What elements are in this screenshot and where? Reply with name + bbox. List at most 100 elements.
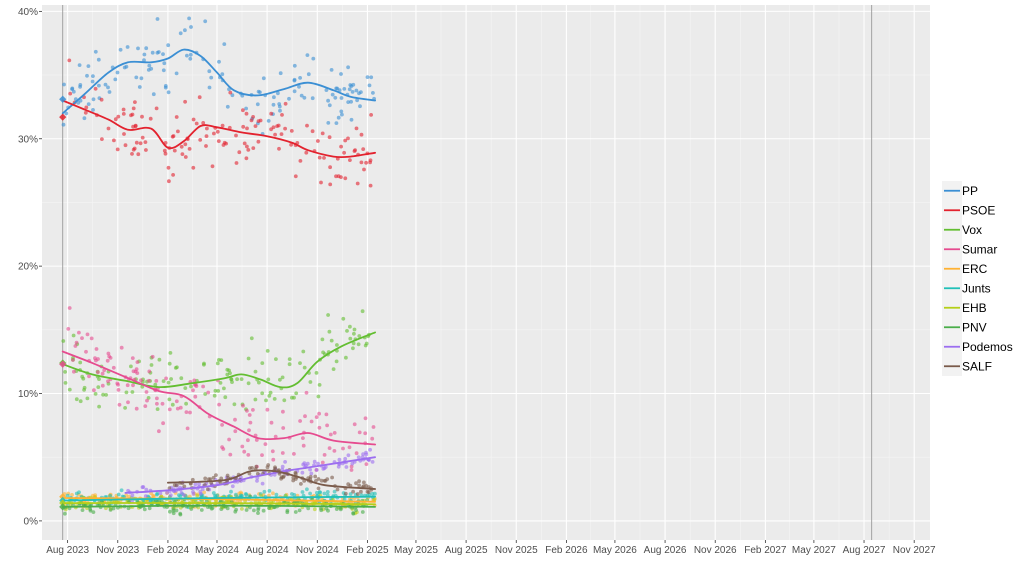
poll-point-pp: [339, 109, 344, 114]
poll-point-ehb: [200, 499, 205, 503]
x-tick-label: May 2026: [593, 545, 637, 556]
poll-point-vox: [232, 402, 237, 407]
poll-point-sumar: [251, 408, 255, 412]
election-results-layer: [59, 95, 67, 511]
poll-point-pp: [302, 95, 307, 100]
poll-point-sumar: [273, 434, 278, 439]
poll-point-pnv: [199, 508, 204, 512]
poll-point-pp: [146, 68, 151, 72]
poll-point-podemos: [370, 460, 375, 464]
poll-point-psoe: [176, 129, 180, 134]
poll-point-vox: [246, 381, 251, 386]
poll-point-vox: [96, 385, 101, 389]
poll-point-junts: [305, 487, 309, 492]
poll-point-podemos: [158, 491, 163, 496]
poll-point-pnv: [324, 506, 329, 511]
poll-point-psoe: [83, 110, 88, 115]
poll-point-salf: [293, 470, 298, 475]
poll-point-erc: [152, 494, 156, 499]
poll-point-sumar: [161, 421, 166, 426]
poll-point-psoe: [316, 139, 320, 143]
poll-point-pnv: [189, 507, 194, 511]
poll-point-vox: [308, 380, 313, 384]
poll-point-psoe: [93, 86, 98, 91]
poll-point-pp: [113, 77, 118, 82]
poll-point-sumar: [145, 398, 149, 403]
poll-point-psoe: [140, 135, 145, 140]
poll-point-vox: [85, 396, 90, 401]
poll-point-pp: [326, 98, 330, 103]
poll-point-psoe: [352, 149, 357, 154]
poll-point-sumar: [271, 457, 276, 462]
poll-point-psoe: [289, 142, 293, 147]
poll-point-pp: [142, 52, 147, 57]
trend-line-ehb: [61, 502, 376, 506]
poll-point-psoe: [228, 90, 233, 95]
poll-point-pp: [203, 19, 208, 24]
poll-point-salf: [325, 477, 330, 481]
poll-point-podemos: [305, 461, 310, 466]
poll-point-vox: [63, 381, 68, 385]
poll-point-psoe: [197, 95, 202, 100]
poll-point-pp: [70, 87, 74, 91]
trend-line-podemos: [124, 456, 376, 494]
poll-point-sumar: [260, 453, 264, 457]
poll-point-pp: [61, 122, 66, 127]
poll-point-psoe: [204, 134, 209, 139]
poll-point-pp: [174, 71, 179, 76]
poll-point-pp: [230, 93, 235, 98]
poll-point-pp: [124, 64, 129, 69]
poll-point-vox: [345, 329, 349, 333]
poll-point-pnv: [293, 510, 298, 514]
poll-point-sumar: [281, 409, 285, 414]
poll-point-sumar: [71, 358, 75, 362]
poll-point-sumar: [327, 446, 332, 450]
poll-point-vox: [287, 362, 292, 367]
poll-point-sumar: [247, 428, 251, 433]
poll-point-psoe: [166, 165, 171, 170]
poll-point-psoe: [204, 144, 208, 148]
poll-point-vox: [235, 377, 240, 382]
poll-point-sumar: [150, 354, 155, 359]
trend-line-sumar: [61, 350, 376, 446]
poll-point-psoe: [280, 113, 284, 117]
poll-point-podemos: [336, 464, 341, 469]
poll-point-sumar: [77, 330, 81, 335]
trend-lines-layer: [61, 48, 376, 508]
poll-point-pp: [369, 75, 374, 80]
poll-point-vox: [124, 390, 129, 395]
poll-point-pnv: [297, 508, 302, 513]
poll-point-pp: [155, 17, 160, 21]
poll-point-sumar: [167, 407, 172, 412]
poll-point-psoe: [167, 179, 171, 184]
poll-point-psoe: [216, 139, 221, 144]
poll-point-psoe: [317, 155, 322, 160]
poll-point-pnv: [338, 507, 343, 512]
poll-point-junts: [262, 489, 267, 494]
poll-point-pp: [85, 73, 89, 78]
poll-point-salf: [322, 478, 327, 483]
poll-point-sumar: [94, 358, 98, 363]
poll-point-vox: [257, 380, 261, 385]
poll-point-sumar: [102, 368, 107, 373]
poll-point-podemos: [350, 461, 355, 466]
poll-point-sumar: [206, 390, 211, 395]
poll-point-salf: [255, 471, 260, 476]
legend-label-erc: ERC: [962, 262, 988, 276]
poll-point-psoe: [148, 116, 153, 121]
x-tick-label: Feb 2027: [744, 545, 787, 556]
poll-point-ehb: [240, 507, 244, 511]
poll-point-sumar: [217, 402, 222, 407]
poll-point-pp: [96, 57, 101, 62]
poll-point-pp: [277, 102, 282, 106]
poll-point-vox: [351, 341, 356, 346]
poll-point-vox: [203, 392, 208, 396]
y-tick-label: 30%: [18, 134, 38, 145]
poll-point-vox: [179, 376, 184, 381]
poll-point-ehb: [312, 507, 317, 512]
poll-point-pp: [163, 84, 168, 88]
poll-point-psoe: [99, 97, 104, 102]
poll-point-vox: [265, 349, 270, 353]
poll-point-psoe: [179, 144, 184, 149]
plot-panel: [42, 5, 930, 540]
